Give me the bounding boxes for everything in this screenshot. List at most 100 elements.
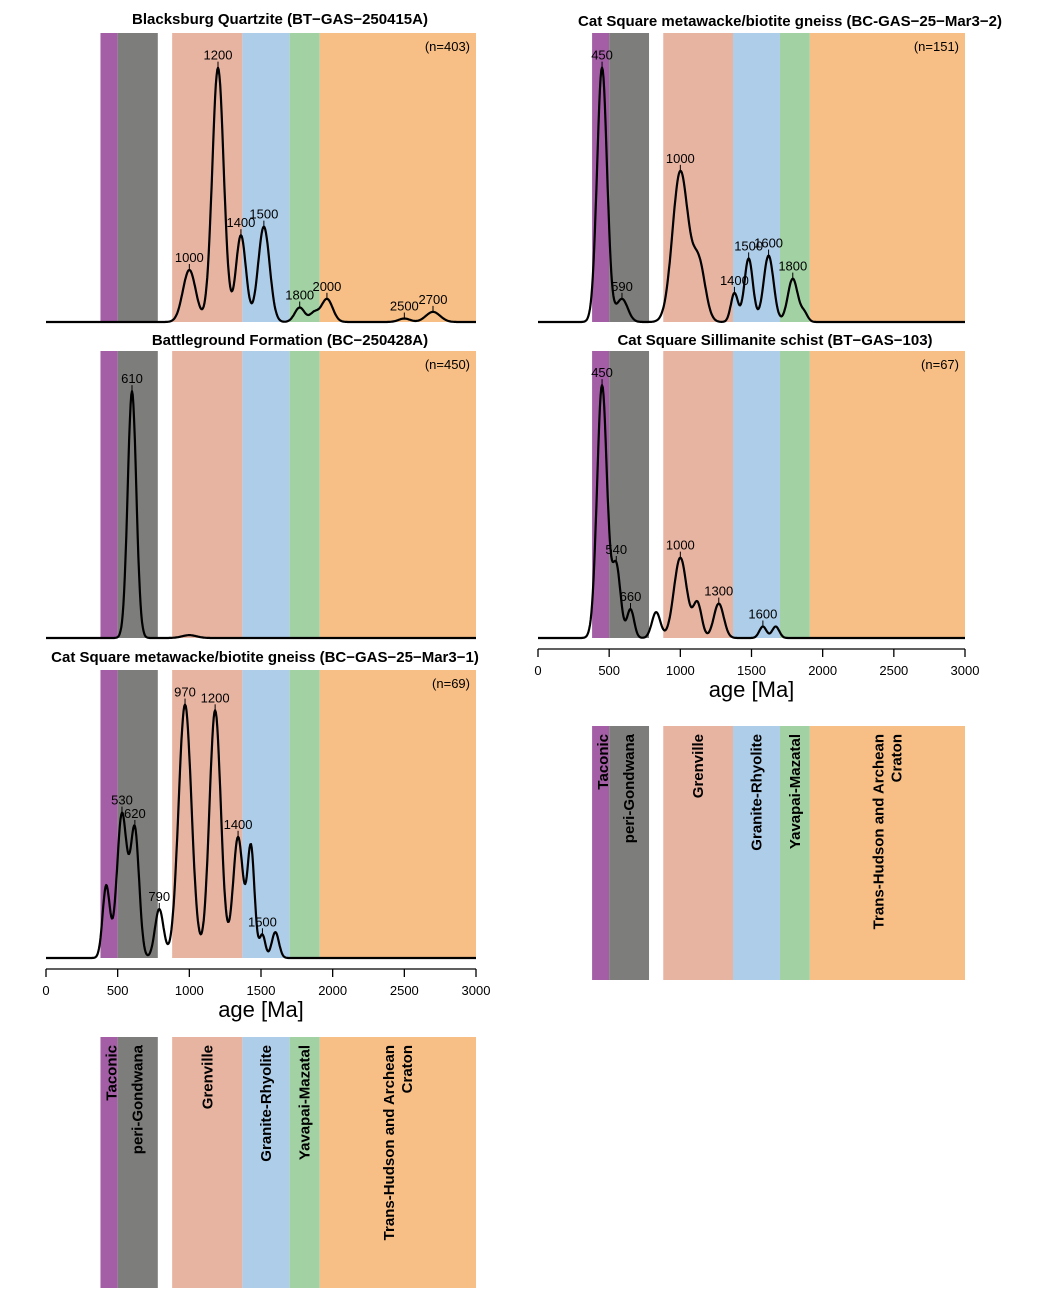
legend-2: Taconic peri-Gondwana Grenville Granite-Rhy… bbox=[592, 726, 965, 980]
panel-title: Blacksburg Quartzite (BT−GAS−250415A) bbox=[132, 11, 428, 28]
sample-count: (n=69) bbox=[432, 676, 470, 691]
legend-label-peri-gondwana: peri-Gondwana bbox=[621, 733, 638, 843]
peak-label: 1500 bbox=[249, 207, 278, 222]
x-axis-title: age [Ma] bbox=[709, 677, 795, 702]
panel-title: Battleground Formation (BC−250428A) bbox=[152, 332, 428, 349]
legend-swatch-grenville bbox=[663, 726, 733, 980]
kde-curve bbox=[537, 384, 966, 640]
peak-label: 620 bbox=[124, 806, 146, 821]
x-tick-label: 3000 bbox=[951, 663, 980, 678]
legend-swatch-grenville bbox=[172, 1037, 243, 1288]
peak-label: 590 bbox=[611, 279, 633, 294]
peak-label: 1600 bbox=[748, 607, 777, 622]
sample-count: (n=403) bbox=[425, 39, 470, 54]
legend-swatch-taconic bbox=[592, 726, 610, 980]
peak-label: 1200 bbox=[204, 48, 233, 63]
legend-label-trans-hudson-and-archean-craton: Trans-Hudson and ArcheanCraton bbox=[870, 734, 905, 929]
band-grenville bbox=[663, 33, 733, 322]
band-yavapai-mazatal bbox=[289, 351, 320, 638]
legend-label-taconic: Taconic bbox=[103, 1045, 120, 1101]
x-tick-label: 1000 bbox=[175, 983, 204, 998]
legend-label-taconic: Taconic bbox=[595, 734, 612, 790]
legend-swatch-yavapai-mazatal bbox=[779, 726, 810, 980]
panel-3: Cat Square metawacke/biotite gneiss (BC−… bbox=[45, 649, 479, 960]
legend-swatch-peri-gondwana bbox=[609, 726, 650, 980]
peak-label: 1500 bbox=[734, 238, 763, 253]
band-trans-hudson-and-archean-craton bbox=[319, 351, 476, 638]
peak-label: 2700 bbox=[419, 292, 448, 307]
panel-5: Cat Square Sillimanite schist (BT−GAS−10… bbox=[537, 332, 966, 640]
panel-1: Blacksburg Quartzite (BT−GAS−250415A) (n=… bbox=[45, 11, 477, 324]
peak-label: 1000 bbox=[175, 250, 204, 265]
sample-count: (n=67) bbox=[921, 357, 959, 372]
peak-label: 1600 bbox=[754, 236, 783, 251]
peak-label: 540 bbox=[605, 542, 627, 557]
band-yavapai-mazatal bbox=[779, 33, 810, 322]
legend-label-granite-rhyolite: Granite-Rhyolite bbox=[748, 734, 765, 851]
panel-title: Cat Square metawacke/biotite gneiss (BC−… bbox=[51, 649, 479, 666]
peak-label: 450 bbox=[591, 365, 613, 380]
peak-label: 970 bbox=[174, 685, 196, 700]
legend-swatch-granite-rhyolite bbox=[242, 1037, 290, 1288]
peak-label: 2500 bbox=[390, 299, 419, 314]
band-yavapai-mazatal bbox=[289, 670, 320, 958]
legend-label-granite-rhyolite: Granite-Rhyolite bbox=[258, 1045, 275, 1162]
band-grenville bbox=[172, 351, 243, 638]
legend-label-peri-gondwana: peri-Gondwana bbox=[130, 1044, 147, 1154]
peak-label: 660 bbox=[620, 589, 642, 604]
kde-curve bbox=[45, 703, 477, 960]
panel-4: Cat Square metawacke/biotite gneiss (BC-… bbox=[537, 13, 1002, 324]
band-peri-gondwana bbox=[609, 33, 650, 322]
x-tick-label: 3000 bbox=[462, 983, 491, 998]
legend-label-grenville: Grenville bbox=[690, 734, 707, 798]
legend-label-yavapai-mazatal: Yavapai-Mazatal bbox=[297, 1045, 314, 1160]
peak-label: 2000 bbox=[312, 279, 341, 294]
band-granite-rhyolite bbox=[732, 351, 780, 638]
panel-2: Battleground Formation (BC−250428A) (n=45… bbox=[45, 332, 477, 640]
x-tick-label: 2000 bbox=[318, 983, 347, 998]
legend-swatch-taconic bbox=[100, 1037, 118, 1288]
sample-count: (n=151) bbox=[914, 39, 959, 54]
legend-swatch-yavapai-mazatal bbox=[289, 1037, 320, 1288]
x-tick-label: 2500 bbox=[879, 663, 908, 678]
band-trans-hudson-and-archean-craton bbox=[319, 33, 476, 322]
x-axis-title: age [Ma] bbox=[218, 997, 304, 1022]
legend-swatch-trans-hudson-and-archean-craton bbox=[319, 1037, 476, 1288]
x-tick-label: 0 bbox=[534, 663, 541, 678]
x-tick-label: 500 bbox=[107, 983, 129, 998]
peak-label: 790 bbox=[148, 889, 170, 904]
peak-label: 1400 bbox=[224, 817, 253, 832]
legend-label-trans-hudson-and-archean-craton: Trans-Hudson and ArcheanCraton bbox=[381, 1045, 416, 1240]
x-axis-1: 0 500 1000 1500 2000 2500 3000 age [Ma] bbox=[42, 968, 491, 1022]
x-tick-label: 1000 bbox=[666, 663, 695, 678]
peak-label: 1800 bbox=[778, 259, 807, 274]
legend-label-grenville: Grenville bbox=[199, 1045, 216, 1109]
band-trans-hudson-and-archean-craton bbox=[809, 33, 965, 322]
peak-label: 1800 bbox=[285, 288, 314, 303]
peak-label: 610 bbox=[121, 371, 143, 386]
peak-label: 1200 bbox=[201, 690, 230, 705]
band-peri-gondwana bbox=[117, 670, 158, 958]
peak-label: 1000 bbox=[666, 151, 695, 166]
x-tick-label: 500 bbox=[598, 663, 620, 678]
band-trans-hudson-and-archean-craton bbox=[319, 670, 476, 958]
peak-label: 1400 bbox=[720, 273, 749, 288]
band-trans-hudson-and-archean-craton bbox=[809, 351, 965, 638]
x-tick-label: 0 bbox=[42, 983, 49, 998]
peak-label: 1400 bbox=[226, 215, 255, 230]
band-granite-rhyolite bbox=[242, 33, 290, 322]
band-peri-gondwana bbox=[117, 33, 158, 322]
x-tick-label: 1500 bbox=[737, 663, 766, 678]
sample-count: (n=450) bbox=[425, 357, 470, 372]
peak-label: 1000 bbox=[666, 538, 695, 553]
band-peri-gondwana bbox=[609, 351, 650, 638]
legend-swatch-granite-rhyolite bbox=[732, 726, 780, 980]
panel-title: Cat Square metawacke/biotite gneiss (BC-… bbox=[578, 13, 1002, 30]
peak-label: 1300 bbox=[704, 584, 733, 599]
peak-label: 450 bbox=[591, 48, 613, 63]
kde-curve bbox=[537, 66, 966, 324]
band-taconic bbox=[100, 33, 118, 322]
x-tick-label: 2500 bbox=[390, 983, 419, 998]
legend-1: Taconic peri-Gondwana Grenville Granite-Rhy… bbox=[100, 1037, 476, 1288]
